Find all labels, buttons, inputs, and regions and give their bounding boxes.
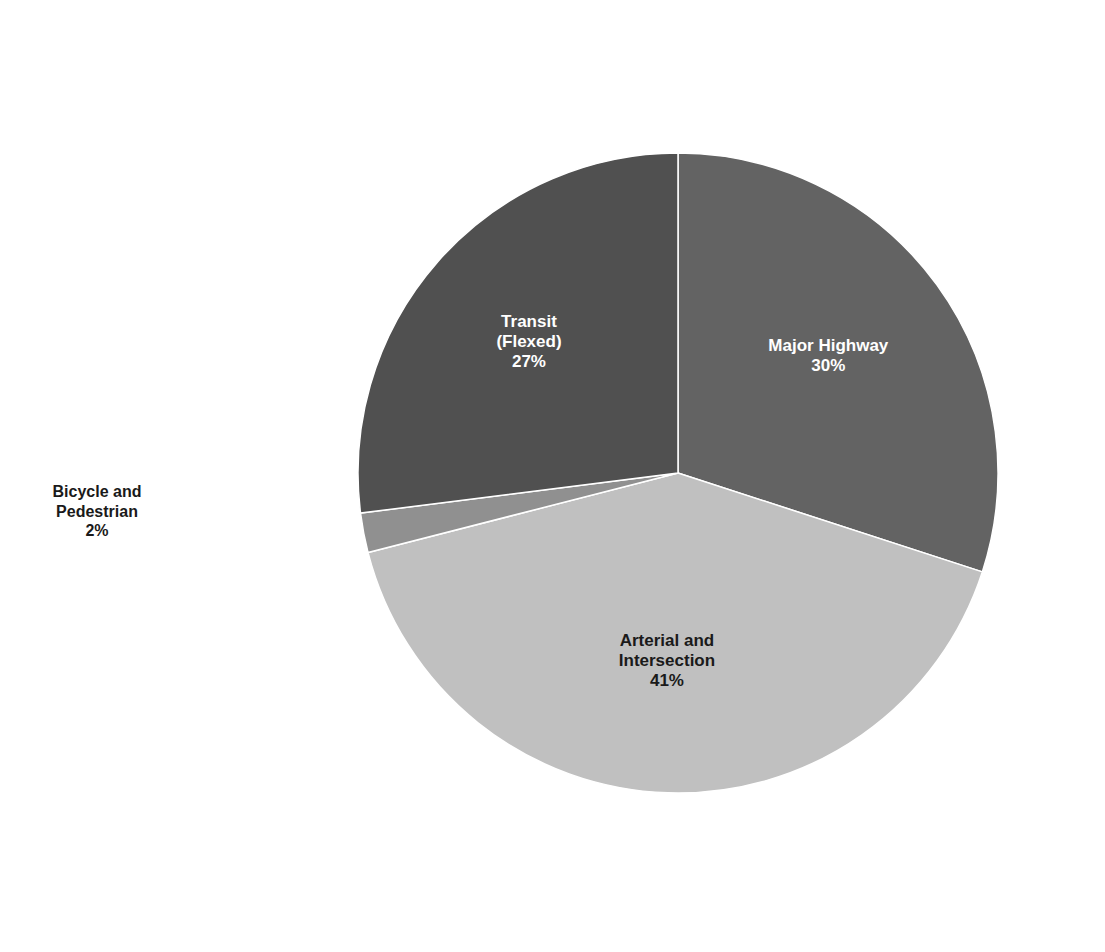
svg-text:Arterial andIntersection41%: Arterial andIntersection41% (619, 630, 715, 690)
svg-text:Transit(Flexed)27%: Transit(Flexed)27% (496, 311, 561, 371)
svg-text:Major Highway30%: Major Highway30% (768, 335, 889, 374)
svg-text:Bicycle andPedestrian2%: Bicycle andPedestrian2% (53, 483, 142, 538)
